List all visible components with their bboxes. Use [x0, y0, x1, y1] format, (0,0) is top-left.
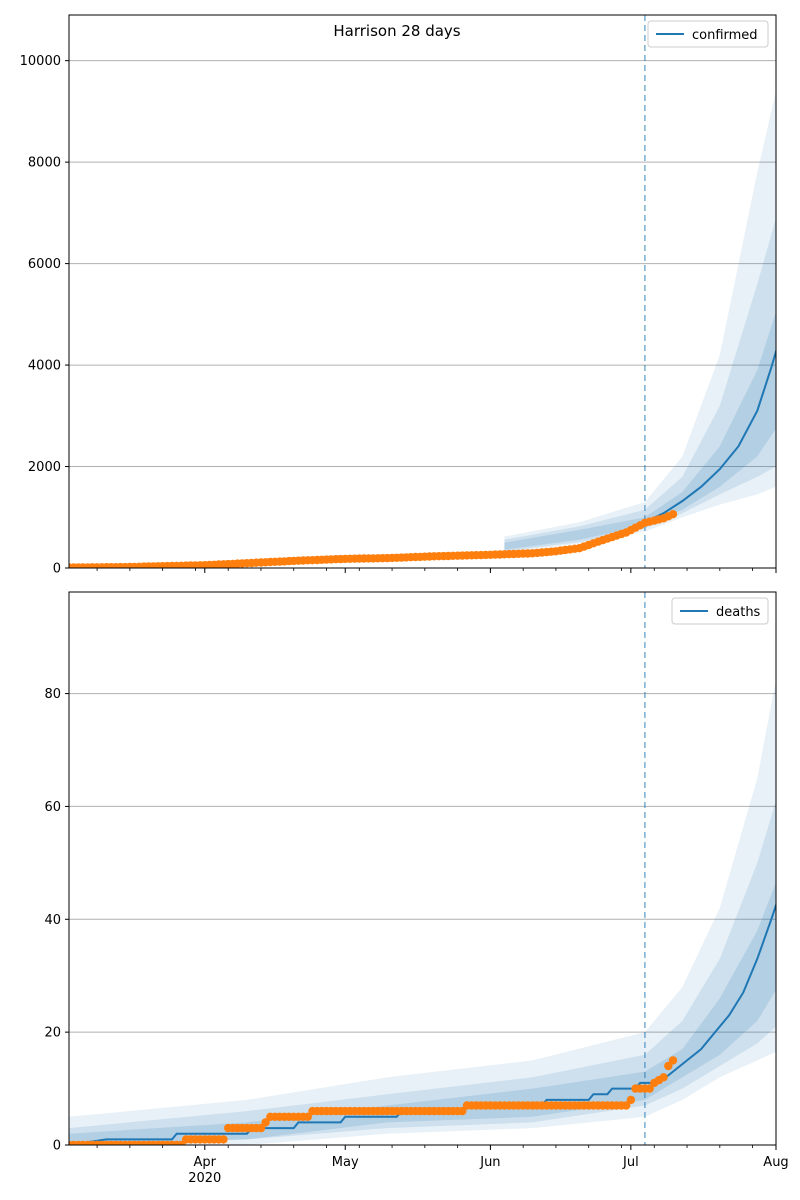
axes-frame	[68, 591, 777, 1146]
observed-point	[645, 1084, 654, 1093]
confirmed-panel: 0 2000 4000 6000 8000 10000 confirmed	[20, 14, 777, 577]
x-tick-label: May	[332, 1155, 359, 1170]
observed-point	[626, 1095, 636, 1105]
observed-point	[664, 1061, 673, 1071]
x-tick-label: Aug	[763, 1155, 788, 1170]
legend-label: deaths	[716, 605, 761, 620]
observed-point	[303, 1112, 312, 1122]
y-tick-label: 0	[53, 562, 61, 577]
observed-point	[256, 1123, 266, 1133]
observed-point	[458, 1106, 467, 1116]
axes-frame	[68, 14, 777, 569]
model-median-line	[69, 902, 776, 1145]
uncertainty-band-outer	[504, 91, 776, 553]
model-median-line	[644, 347, 776, 524]
observed-point	[261, 1118, 270, 1127]
observed-point	[659, 1073, 668, 1082]
y-tick-label: 8000	[28, 156, 61, 171]
y-tick-label: 80	[44, 687, 61, 702]
plot-area	[69, 15, 776, 568]
observed-point	[219, 1135, 228, 1144]
observed-point	[668, 510, 678, 519]
uncertainty-band-inner	[69, 882, 776, 1145]
plot-area	[69, 592, 776, 1145]
y-tick-label: 0	[53, 1139, 61, 1154]
y-tick-label: 40	[44, 913, 61, 928]
y-tick-label: 60	[44, 800, 61, 815]
x-tick-label: Jul	[622, 1155, 639, 1170]
y-tick-label: 4000	[28, 359, 61, 374]
y-tick-label: 10000	[20, 54, 61, 69]
legend-label: confirmed	[692, 28, 758, 43]
y-tick-label: 20	[44, 1026, 61, 1041]
x-tick-sublabel: 2020	[188, 1171, 221, 1186]
uncertainty-band-middle	[504, 217, 776, 552]
x-tick-label: Jun	[479, 1155, 500, 1170]
y-tick-label: 6000	[28, 257, 61, 272]
y-tick-label: 2000	[28, 460, 61, 475]
legend-box	[647, 20, 769, 48]
figure-title: Harrison 28 days	[333, 22, 460, 40]
x-tick-label: Apr	[194, 1155, 217, 1170]
uncertainty-band-inner	[504, 311, 776, 550]
observed-point	[622, 1101, 631, 1110]
legend-box	[671, 597, 769, 625]
observed-point	[668, 1056, 678, 1065]
